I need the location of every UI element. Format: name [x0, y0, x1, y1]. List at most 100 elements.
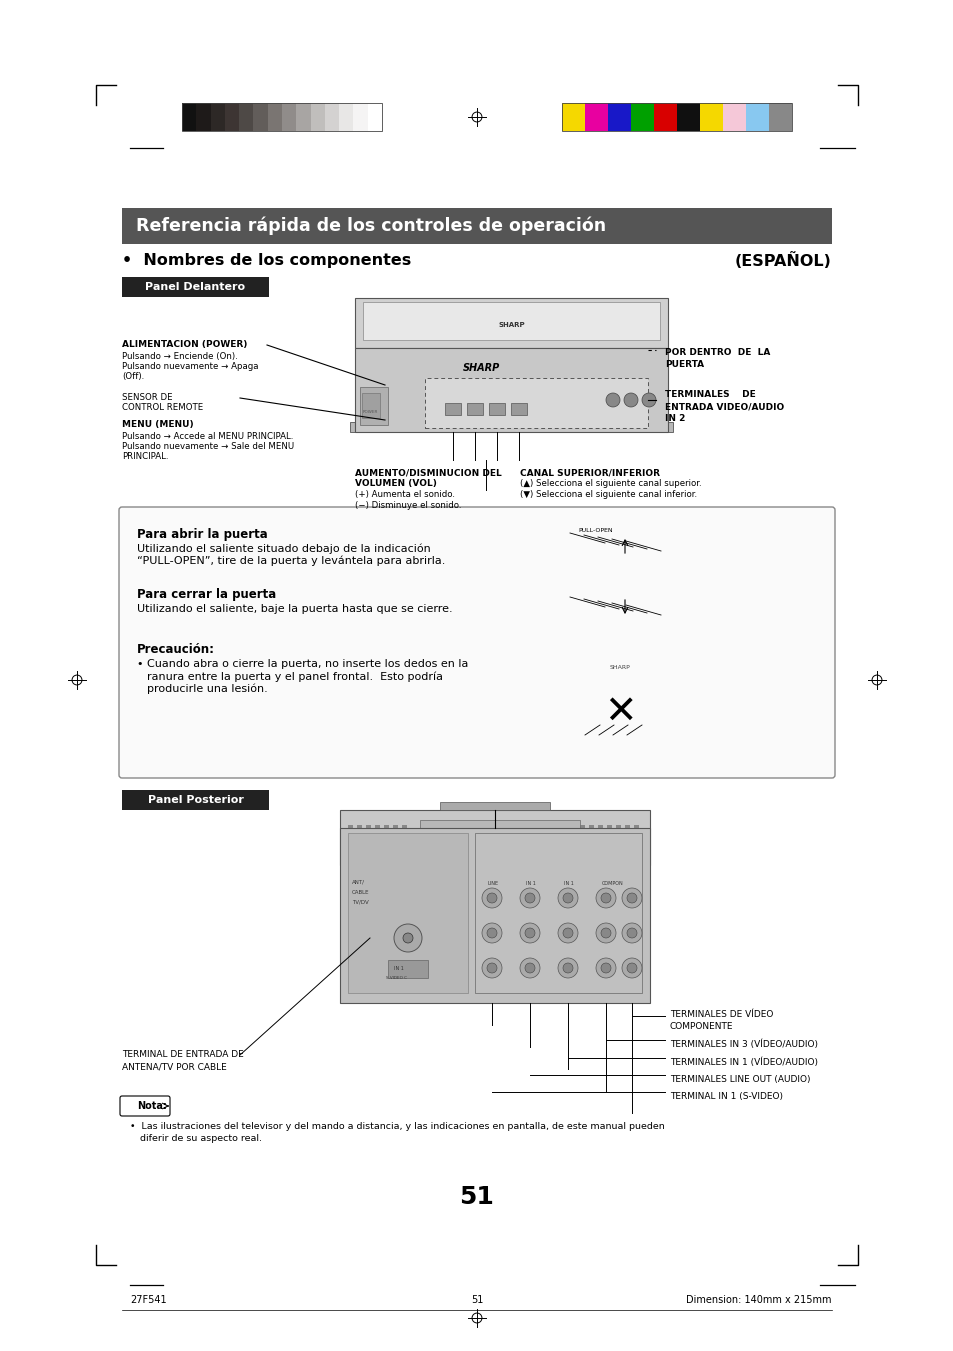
Text: PULL-OPEN: PULL-OPEN	[578, 528, 612, 534]
Text: 51: 51	[459, 1185, 494, 1209]
Circle shape	[558, 923, 578, 943]
Bar	[584, 103, 607, 131]
Circle shape	[605, 393, 619, 407]
Circle shape	[519, 958, 539, 978]
Bar	[348, 834, 468, 993]
Bar	[677, 103, 700, 131]
Text: ENTRADA VIDEO/AUDIO: ENTRADA VIDEO/AUDIO	[664, 403, 783, 411]
Circle shape	[596, 923, 616, 943]
Text: CONTROL REMOTE: CONTROL REMOTE	[122, 403, 203, 412]
Circle shape	[600, 893, 610, 902]
Bar	[598, 825, 602, 857]
Bar	[355, 299, 667, 349]
Text: Panel Posterior: Panel Posterior	[148, 794, 243, 805]
Text: (Off).: (Off).	[122, 372, 144, 381]
Bar	[268, 103, 282, 131]
Bar	[356, 825, 361, 857]
Bar	[579, 825, 584, 857]
Text: TV/DV: TV/DV	[352, 900, 369, 905]
Text: Panel Delantero: Panel Delantero	[145, 282, 245, 292]
Text: TERMINALES LINE OUT (AUDIO): TERMINALES LINE OUT (AUDIO)	[669, 1075, 810, 1084]
Bar	[439, 802, 550, 811]
Text: (+) Aumenta el sonido.: (+) Aumenta el sonido.	[355, 490, 455, 499]
Text: TERMINALES    DE: TERMINALES DE	[664, 390, 755, 399]
Circle shape	[596, 888, 616, 908]
Text: ranura entre la puerta y el panel frontal.  Esto podría: ranura entre la puerta y el panel fronta…	[147, 671, 442, 681]
Bar	[384, 825, 389, 857]
Circle shape	[504, 835, 515, 844]
Bar	[419, 820, 579, 861]
Bar	[355, 349, 667, 432]
Bar	[196, 103, 211, 131]
Bar	[122, 277, 269, 297]
Bar	[182, 103, 196, 131]
Circle shape	[562, 928, 573, 938]
Text: COMPONENTE: COMPONENTE	[669, 1021, 733, 1031]
Bar	[768, 103, 791, 131]
Circle shape	[481, 958, 501, 978]
Text: Referencia rápida de los controles de operación: Referencia rápida de los controles de op…	[136, 216, 605, 235]
Circle shape	[600, 928, 610, 938]
Text: TERMINALES IN 3 (VÍDEO/AUDIO): TERMINALES IN 3 (VÍDEO/AUDIO)	[669, 1040, 817, 1050]
Circle shape	[623, 393, 638, 407]
Text: Pulsando → Accede al MENU PRINCIPAL.: Pulsando → Accede al MENU PRINCIPAL.	[122, 432, 294, 440]
Text: Utilizando el saliente situado debajo de la indicación: Utilizando el saliente situado debajo de…	[137, 544, 431, 554]
Text: VOLUMEN (VOL): VOLUMEN (VOL)	[355, 480, 436, 488]
Circle shape	[402, 934, 413, 943]
Text: •  Nombres de los componentes: • Nombres de los componentes	[122, 254, 411, 269]
Bar	[211, 103, 225, 131]
Circle shape	[481, 888, 501, 908]
Text: ALIMENTACION (POWER): ALIMENTACION (POWER)	[122, 340, 247, 349]
Text: (−) Disminuye el sonido.: (−) Disminuye el sonido.	[355, 501, 461, 509]
Circle shape	[558, 958, 578, 978]
Text: 27F541: 27F541	[130, 1296, 167, 1305]
Circle shape	[626, 893, 637, 902]
Text: TERMINAL IN 1 (S-VIDEO): TERMINAL IN 1 (S-VIDEO)	[669, 1092, 782, 1101]
Circle shape	[486, 963, 497, 973]
Bar	[606, 825, 612, 857]
Text: TERMINAL DE ENTRADA DE: TERMINAL DE ENTRADA DE	[122, 1050, 244, 1059]
Text: SENSOR DE: SENSOR DE	[122, 393, 172, 403]
Circle shape	[621, 888, 641, 908]
Bar	[634, 825, 639, 857]
Bar	[338, 103, 353, 131]
Bar	[561, 103, 584, 131]
Bar	[350, 422, 672, 432]
Bar	[239, 103, 253, 131]
Circle shape	[484, 835, 495, 844]
Text: Precaución:: Precaución:	[137, 643, 214, 657]
Circle shape	[558, 888, 578, 908]
Text: (▼) Selecciona el siguiente canal inferior.: (▼) Selecciona el siguiente canal inferi…	[519, 490, 697, 499]
Circle shape	[481, 923, 501, 943]
Bar	[375, 825, 379, 857]
Circle shape	[524, 928, 535, 938]
Text: diferir de su aspecto real.: diferir de su aspecto real.	[140, 1133, 262, 1143]
Text: producirle una lesión.: producirle una lesión.	[147, 684, 268, 693]
Text: CANAL SUPERIOR/INFERIOR: CANAL SUPERIOR/INFERIOR	[519, 467, 659, 477]
Circle shape	[621, 923, 641, 943]
Text: PUERTA: PUERTA	[664, 359, 703, 369]
FancyBboxPatch shape	[119, 507, 834, 778]
Text: Dimension: 140mm x 215mm: Dimension: 140mm x 215mm	[686, 1296, 831, 1305]
Bar	[607, 103, 630, 131]
Circle shape	[641, 393, 656, 407]
Bar	[353, 103, 367, 131]
Circle shape	[562, 893, 573, 902]
Bar	[401, 825, 407, 857]
Text: (ESPAÑOL): (ESPAÑOL)	[735, 253, 831, 269]
Circle shape	[596, 958, 616, 978]
Bar	[339, 811, 649, 865]
Bar	[122, 208, 831, 245]
Bar	[624, 825, 629, 857]
Bar	[122, 790, 269, 811]
Bar	[367, 103, 381, 131]
Text: IN 1: IN 1	[394, 966, 403, 971]
Text: Pulsando → Enciende (On).: Pulsando → Enciende (On).	[122, 353, 237, 361]
Text: • Cuando abra o cierre la puerta, no inserte los dedos en la: • Cuando abra o cierre la puerta, no ins…	[137, 659, 468, 669]
Bar	[359, 386, 388, 426]
Bar	[366, 825, 371, 857]
Circle shape	[562, 963, 573, 973]
FancyBboxPatch shape	[120, 1096, 170, 1116]
Circle shape	[486, 928, 497, 938]
Text: (▲) Selecciona el siguiente canal superior.: (▲) Selecciona el siguiente canal superi…	[519, 480, 700, 488]
